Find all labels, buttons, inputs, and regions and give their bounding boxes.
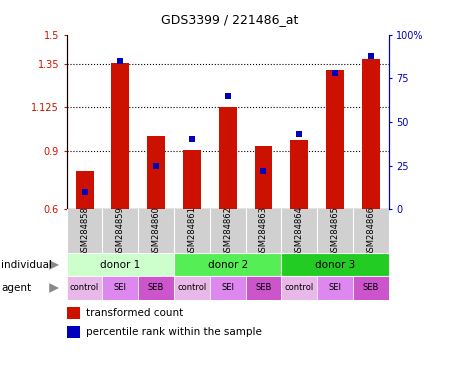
- Text: SEB: SEB: [255, 283, 271, 293]
- Bar: [183, 150, 201, 209]
- Text: GSM284866: GSM284866: [365, 206, 375, 257]
- Bar: [352, 276, 388, 300]
- Text: GSM284863: GSM284863: [258, 206, 268, 257]
- Text: control: control: [177, 283, 206, 293]
- Text: donor 2: donor 2: [207, 260, 247, 270]
- Bar: [111, 63, 129, 209]
- Text: percentile rank within the sample: percentile rank within the sample: [86, 327, 261, 337]
- Bar: [67, 326, 79, 338]
- Text: donor 1: donor 1: [100, 260, 140, 270]
- Text: agent: agent: [1, 283, 31, 293]
- Bar: [316, 276, 352, 300]
- Bar: [325, 70, 343, 209]
- Bar: [361, 59, 379, 209]
- Polygon shape: [49, 260, 59, 270]
- Text: GSM284860: GSM284860: [151, 206, 160, 257]
- Text: GSM284861: GSM284861: [187, 206, 196, 257]
- Text: SEI: SEI: [221, 283, 234, 293]
- Text: GDS3399 / 221486_at: GDS3399 / 221486_at: [161, 13, 298, 26]
- Text: SEB: SEB: [148, 283, 164, 293]
- Polygon shape: [49, 283, 59, 293]
- Text: GSM284858: GSM284858: [80, 206, 89, 257]
- Bar: [245, 276, 281, 300]
- Bar: [218, 108, 236, 209]
- Text: donor 3: donor 3: [314, 260, 354, 270]
- Bar: [209, 276, 245, 300]
- Text: GSM284859: GSM284859: [116, 206, 124, 257]
- Text: GSM284864: GSM284864: [294, 206, 303, 257]
- Text: GSM284865: GSM284865: [330, 206, 339, 257]
- Bar: [138, 276, 174, 300]
- Bar: [67, 276, 102, 300]
- Text: SEI: SEI: [114, 283, 127, 293]
- Bar: [102, 276, 138, 300]
- Bar: [174, 276, 209, 300]
- Bar: [281, 276, 316, 300]
- Text: control: control: [284, 283, 313, 293]
- Bar: [281, 253, 388, 276]
- Text: control: control: [70, 283, 99, 293]
- Bar: [75, 171, 93, 209]
- Text: individual: individual: [1, 260, 52, 270]
- Text: SEI: SEI: [328, 283, 341, 293]
- Bar: [67, 307, 79, 319]
- Bar: [254, 146, 272, 209]
- Bar: [147, 136, 165, 209]
- Bar: [290, 141, 308, 209]
- Bar: [67, 253, 174, 276]
- Text: transformed count: transformed count: [86, 308, 183, 318]
- Bar: [174, 253, 281, 276]
- Text: SEB: SEB: [362, 283, 378, 293]
- Text: GSM284862: GSM284862: [223, 206, 232, 257]
